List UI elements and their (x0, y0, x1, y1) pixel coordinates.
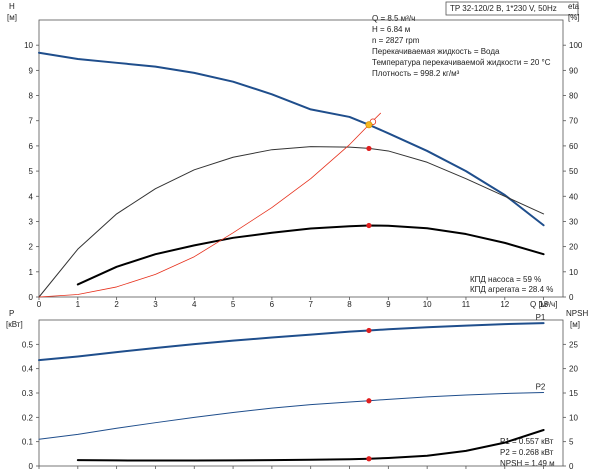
y-tick-label: 0.1 (22, 438, 34, 447)
y2-tick-label: 20 (569, 243, 578, 252)
x-tick-label: 4 (192, 300, 197, 309)
y2-tick-label: 40 (569, 192, 578, 201)
y2-tick-label: 80 (569, 92, 578, 101)
x-tick-label: 3 (153, 300, 158, 309)
npsh-axis-unit: [м] (570, 320, 580, 329)
curve-eta-pump (38, 146, 545, 298)
y-tick-label: 0 (29, 462, 34, 471)
duty-info: Q = 8.5 м³/ч H = 6.84 м n = 2827 rpm Пер… (372, 14, 551, 78)
curve-p2 (38, 392, 545, 440)
x-tick-label: 5 (231, 300, 236, 309)
curve-p1 (38, 322, 545, 362)
series-label: P2 (536, 383, 546, 392)
title-box (445, 1, 579, 16)
y-tick-label: 0.4 (22, 365, 34, 374)
p2-value-text: P2 = 0.268 кВт (500, 448, 554, 457)
y2-tick-label: 100 (569, 41, 583, 50)
plot-frame (38, 319, 564, 467)
npsh-value-text: NPSH = 1.49 м (500, 459, 555, 468)
y-tick-label: 0 (29, 293, 34, 302)
y-tick-label: 9 (29, 66, 34, 75)
x-tick-label: 11 (462, 300, 471, 309)
plot-frame (38, 19, 564, 298)
operating-point-marker (366, 222, 372, 229)
info-line: Температура перекачиваемой жидкости = 20… (372, 58, 551, 67)
y2-tick-label: 60 (569, 142, 578, 151)
x-tick-label: 2 (114, 300, 119, 309)
y-tick-label: 4 (29, 192, 34, 201)
x-tick-label: 6 (270, 300, 275, 309)
y-tick-label: 1 (29, 268, 34, 277)
operating-point-marker (366, 327, 372, 334)
info-line: n = 2827 rpm (372, 36, 420, 45)
operating-point-marker (366, 145, 372, 152)
y-tick-label: 0.3 (22, 389, 34, 398)
y2-tick-label: 20 (569, 365, 578, 374)
y-tick-label: 8 (29, 92, 34, 101)
operating-point-marker (366, 456, 372, 462)
efficiency-note: КПД насоса = 59 % КПД агрегата = 28.4 % (470, 275, 553, 294)
info-line: Плотность = 998.2 кг/м³ (372, 69, 460, 78)
x-tick-label: 12 (500, 300, 509, 309)
x-tick-label: 7 (308, 300, 313, 309)
unit-efficiency-text: КПД агрегата = 28.4 % (470, 285, 553, 294)
y-tick-label: 5 (29, 167, 34, 176)
chart-title: TP 32-120/2 B, 1*230 V, 50Hz (450, 4, 557, 13)
x-tick-label: 9 (386, 300, 391, 309)
y2-tick-label: 90 (569, 66, 578, 75)
x-tick-label: 1 (76, 300, 81, 309)
eta-axis-unit: [%] (568, 13, 580, 22)
power-note: P1 = 0.557 кВт P2 = 0.268 кВт NPSH = 1.4… (500, 437, 555, 468)
y2-tick-label: 10 (569, 413, 578, 422)
y2-tick-label: 10 (569, 268, 578, 277)
npsh-axis-letter: NPSH (566, 309, 588, 318)
info-line: H = 6.84 м (372, 25, 410, 34)
y2-tick-label: 0 (569, 293, 574, 302)
y-tick-label: 7 (29, 117, 34, 126)
series-label: P1 (536, 313, 546, 322)
curve-system (38, 112, 381, 298)
x-tick-label: 10 (423, 300, 432, 309)
h-axis-unit: [м] (7, 13, 17, 22)
y-tick-label: 0.5 (22, 340, 34, 349)
x-tick-label: 0 (37, 300, 42, 309)
y2-tick-label: 0 (569, 462, 574, 471)
y2-tick-label: 5 (569, 438, 574, 447)
y2-tick-label: 25 (569, 340, 578, 349)
h-axis-letter: H (9, 2, 15, 11)
y-tick-label: 0.2 (22, 413, 34, 422)
x-tick-label: 8 (347, 300, 352, 309)
p-axis-unit: [кВт] (6, 320, 23, 329)
curve-h (38, 51, 545, 227)
y-tick-label: 10 (24, 41, 33, 50)
pump-efficiency-text: КПД насоса = 59 % (470, 275, 541, 284)
y-tick-label: 3 (29, 217, 34, 226)
y-tick-label: 2 (29, 243, 34, 252)
curve-eta-unit (76, 224, 545, 286)
eta-axis-letter: eta (568, 2, 580, 11)
y2-tick-label: 15 (569, 389, 578, 398)
info-line: Перекачиваемая жидкость = Вода (372, 47, 500, 56)
curve-npsh (76, 428, 545, 462)
y2-tick-label: 70 (569, 117, 578, 126)
x-tick-label: 13 (539, 300, 548, 309)
info-line: Q = 8.5 м³/ч (372, 14, 415, 23)
y-tick-label: 6 (29, 142, 34, 151)
operating-point-marker (366, 398, 372, 404)
y2-tick-label: 50 (569, 167, 578, 176)
duty-point-marker (365, 121, 373, 129)
p-axis-letter: P (9, 309, 14, 318)
p1-value-text: P1 = 0.557 кВт (500, 437, 554, 446)
q-axis-label: Q [м³/ч] (530, 300, 557, 309)
y2-tick-label: 30 (569, 217, 578, 226)
